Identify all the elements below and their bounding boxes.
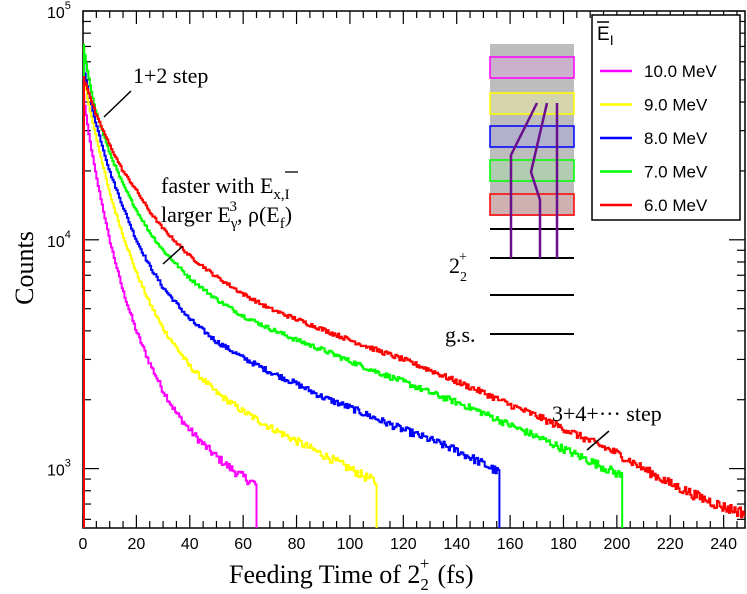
x-tick-label: 200 <box>604 536 631 553</box>
annotation-larger: larger Eγ3, ρ(Ef) <box>161 199 292 232</box>
series-line <box>83 46 624 528</box>
cascade-path-1 <box>509 102 539 258</box>
legend-label: 7.0 MeV <box>644 163 708 182</box>
legend-label: 10.0 MeV <box>644 62 717 81</box>
x-tick-label: 100 <box>337 536 364 553</box>
annotation-step12-pointer <box>103 90 132 118</box>
x-tick-label: 240 <box>710 536 737 553</box>
legend-entries: 10.0 MeV 9.0 MeV 8.0 MeV 7.0 MeV 6.0 MeV <box>600 62 717 215</box>
annotation-step12: 1+2 step <box>133 63 208 88</box>
series-line <box>83 76 745 519</box>
annotation-faster-pointer <box>162 245 184 265</box>
x-tick-label: 20 <box>127 536 145 553</box>
x-tick-label: 180 <box>550 536 577 553</box>
x-tick-label: 40 <box>181 536 199 553</box>
x-tick-label: 60 <box>234 536 252 553</box>
x-axis-title: Feeding Time of 22+ (fs) <box>229 554 474 594</box>
annotations: 1+2 step faster with Ex,I larger Eγ3, ρ(… <box>103 63 662 451</box>
legend-label: 9.0 MeV <box>644 96 708 115</box>
annotation-step34: 3+4+··· step <box>552 401 662 426</box>
legend-label: 6.0 MeV <box>644 196 708 215</box>
legend-box <box>591 14 741 221</box>
bin-box-6MeV <box>489 193 575 216</box>
y-axis-title: Counts <box>10 231 39 305</box>
series-line <box>83 73 378 528</box>
series-line <box>83 94 258 528</box>
x-axis: 0 20 40 60 80 100 120 140 160 180 200 220 240 <box>79 11 738 553</box>
x-tick-label: 80 <box>288 536 306 553</box>
y-tick-label: 103 <box>47 458 71 480</box>
level-label-gs: g.s. <box>445 322 476 347</box>
legend-title: EI <box>597 24 614 48</box>
x-tick-label: 220 <box>657 536 684 553</box>
level-scheme-inset: 22+ g.s. <box>445 44 575 347</box>
x-tick-label: 120 <box>390 536 417 553</box>
annotation-faster: faster with Ex,I <box>161 173 290 203</box>
bin-box-8MeV <box>489 125 575 148</box>
y-tick-label: 105 <box>47 0 71 22</box>
level-label-2plus: 22+ <box>449 250 467 285</box>
x-tick-label: 160 <box>497 536 524 553</box>
annotation-step34-pointer <box>586 430 610 451</box>
y-tick-label: 104 <box>47 229 71 251</box>
legend-label: 8.0 MeV <box>644 129 708 148</box>
x-tick-label: 140 <box>443 536 470 553</box>
legend: EI 10.0 MeV 9.0 MeV 8.0 MeV 7.0 MeV 6.0 MeV <box>591 14 741 221</box>
series-line <box>83 63 501 528</box>
cascade-path-2 <box>529 102 549 258</box>
faster-E: E <box>260 173 273 198</box>
bin-box-10MeV <box>489 56 575 79</box>
x-tick-label: 0 <box>79 536 88 553</box>
series-layer <box>83 43 745 528</box>
